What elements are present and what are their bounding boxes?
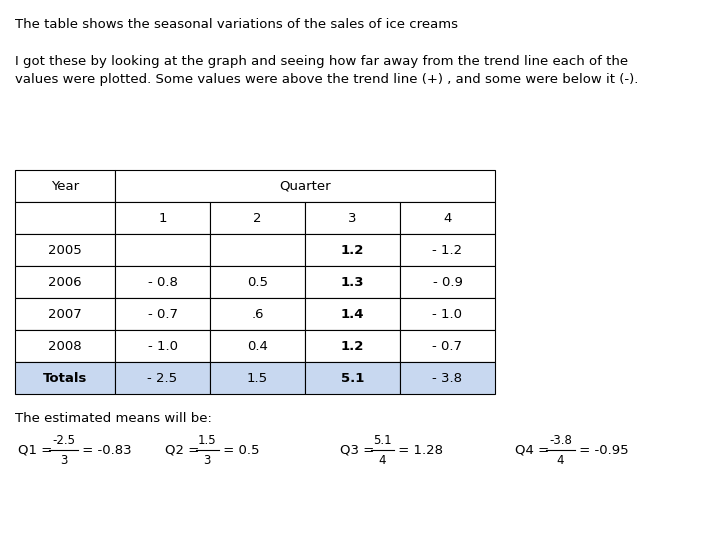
Bar xyxy=(305,266,400,298)
Bar xyxy=(115,202,210,234)
Text: = -0.95: = -0.95 xyxy=(575,443,629,456)
Text: 2: 2 xyxy=(253,212,262,225)
Text: = -0.83: = -0.83 xyxy=(78,443,132,456)
Bar xyxy=(305,298,400,330)
Text: - 0.9: - 0.9 xyxy=(433,275,462,288)
Text: - 2.5: - 2.5 xyxy=(148,372,178,384)
Text: - 0.8: - 0.8 xyxy=(148,275,177,288)
Bar xyxy=(210,266,305,298)
Text: Totals: Totals xyxy=(42,372,87,384)
Text: I got these by looking at the graph and seeing how far away from the trend line : I got these by looking at the graph and … xyxy=(15,55,628,68)
Bar xyxy=(210,202,305,234)
Bar xyxy=(400,266,495,298)
Text: Q1 =: Q1 = xyxy=(18,443,56,456)
Text: 1.2: 1.2 xyxy=(341,244,364,256)
Text: - 1.2: - 1.2 xyxy=(433,244,462,256)
Text: 4: 4 xyxy=(379,454,386,467)
Bar xyxy=(210,234,305,266)
Text: Q2 =: Q2 = xyxy=(165,443,204,456)
Text: 1.5: 1.5 xyxy=(198,434,217,447)
Text: 2007: 2007 xyxy=(48,307,82,321)
Text: Q3 =: Q3 = xyxy=(340,443,379,456)
Bar xyxy=(400,202,495,234)
Text: = 0.5: = 0.5 xyxy=(219,443,259,456)
Text: -2.5: -2.5 xyxy=(52,434,75,447)
Text: 1.4: 1.4 xyxy=(341,307,364,321)
Text: 2005: 2005 xyxy=(48,244,82,256)
Text: values were plotted. Some values were above the trend line (+) , and some were b: values were plotted. Some values were ab… xyxy=(15,73,639,86)
Bar xyxy=(115,298,210,330)
Text: 5.1: 5.1 xyxy=(341,372,364,384)
Bar xyxy=(305,330,400,362)
Text: - 0.7: - 0.7 xyxy=(148,307,178,321)
Text: 1: 1 xyxy=(158,212,167,225)
Bar xyxy=(400,330,495,362)
Text: 0.5: 0.5 xyxy=(247,275,268,288)
Text: 4: 4 xyxy=(444,212,451,225)
Bar xyxy=(15,170,115,202)
Text: 3: 3 xyxy=(60,454,67,467)
Text: - 0.7: - 0.7 xyxy=(433,340,462,353)
Bar xyxy=(210,330,305,362)
Bar xyxy=(15,330,115,362)
Bar xyxy=(115,330,210,362)
Bar xyxy=(400,234,495,266)
Text: 1.3: 1.3 xyxy=(341,275,364,288)
Text: 4: 4 xyxy=(557,454,564,467)
Bar xyxy=(400,298,495,330)
Text: = 1.28: = 1.28 xyxy=(394,443,443,456)
Bar xyxy=(15,202,115,234)
Text: 3: 3 xyxy=(348,212,356,225)
Bar xyxy=(15,266,115,298)
Text: Quarter: Quarter xyxy=(279,179,330,192)
Text: 1.2: 1.2 xyxy=(341,340,364,353)
Text: 2006: 2006 xyxy=(48,275,82,288)
Text: .6: .6 xyxy=(251,307,264,321)
Text: -3.8: -3.8 xyxy=(549,434,572,447)
Text: - 3.8: - 3.8 xyxy=(433,372,462,384)
Bar xyxy=(400,362,495,394)
Text: 1.5: 1.5 xyxy=(247,372,268,384)
Text: The table shows the seasonal variations of the sales of ice creams: The table shows the seasonal variations … xyxy=(15,18,458,31)
Text: Q4 =: Q4 = xyxy=(515,443,554,456)
Bar xyxy=(115,234,210,266)
Bar xyxy=(15,298,115,330)
Text: 0.4: 0.4 xyxy=(247,340,268,353)
Text: - 1.0: - 1.0 xyxy=(148,340,178,353)
Bar xyxy=(305,234,400,266)
Bar xyxy=(15,234,115,266)
Text: - 1.0: - 1.0 xyxy=(433,307,462,321)
Text: Year: Year xyxy=(51,179,79,192)
Bar xyxy=(305,362,400,394)
Bar xyxy=(15,362,115,394)
Bar xyxy=(115,170,495,202)
Bar xyxy=(210,298,305,330)
Text: 3: 3 xyxy=(204,454,211,467)
Bar xyxy=(115,362,210,394)
Bar xyxy=(210,362,305,394)
Text: The estimated means will be:: The estimated means will be: xyxy=(15,412,212,425)
Bar xyxy=(305,202,400,234)
Bar xyxy=(115,266,210,298)
Text: 5.1: 5.1 xyxy=(373,434,392,447)
Text: 2008: 2008 xyxy=(48,340,82,353)
